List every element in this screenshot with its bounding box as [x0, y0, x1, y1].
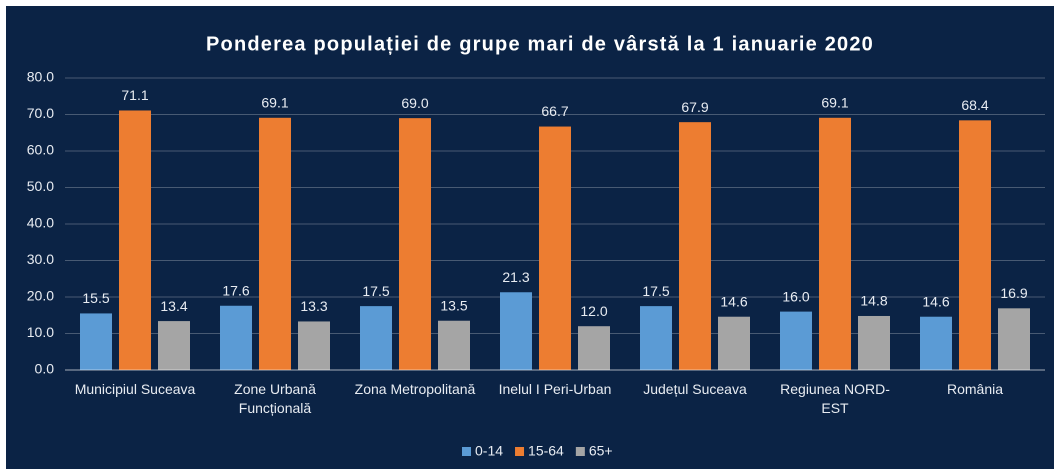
bar	[539, 126, 571, 370]
bar	[640, 306, 672, 370]
bar	[500, 292, 532, 370]
bar	[718, 316, 750, 370]
data-label: 17.5	[362, 283, 389, 299]
bar	[920, 316, 952, 370]
y-tick-label: 0.0	[35, 361, 55, 377]
data-label: 13.5	[440, 297, 467, 313]
x-tick-label: Inelul I Peri-Urban	[498, 381, 612, 397]
legend-label: 65+	[589, 443, 613, 459]
data-label: 14.8	[860, 293, 887, 309]
x-tick-label: România	[946, 381, 1004, 397]
y-tick-label: 80.0	[27, 69, 54, 85]
data-label: 17.5	[642, 283, 669, 299]
bar	[959, 120, 991, 370]
data-label: 68.4	[961, 97, 988, 113]
x-tick-label: Zone Urbană Funcțională	[234, 381, 316, 416]
bar	[119, 110, 151, 371]
bar	[80, 313, 112, 370]
bar	[298, 321, 330, 370]
x-tick-label: Zona Metropolitană	[354, 381, 476, 397]
legend-swatch	[575, 447, 585, 456]
bar	[220, 305, 252, 370]
bar	[399, 118, 431, 371]
x-tick-label: Municipiul Suceava	[74, 381, 196, 397]
y-tick-label: 10.0	[27, 324, 54, 340]
data-label: 13.3	[300, 298, 327, 314]
legend-swatch	[515, 447, 525, 456]
chart-background	[6, 6, 1054, 469]
y-tick-label: 50.0	[27, 178, 54, 194]
data-label: 69.0	[401, 95, 428, 111]
data-label: 66.7	[541, 103, 568, 119]
bar	[259, 117, 291, 370]
legend-label: 15-64	[528, 443, 564, 459]
data-label: 69.1	[261, 94, 288, 110]
y-tick-label: 40.0	[27, 215, 54, 231]
data-label: 21.3	[502, 269, 529, 285]
data-label: 71.1	[121, 87, 148, 103]
data-label: 14.6	[720, 293, 747, 309]
data-label: 15.5	[82, 290, 109, 306]
y-tick-label: 20.0	[27, 288, 54, 304]
bar	[578, 326, 610, 370]
legend-swatch	[462, 447, 471, 456]
y-tick-label: 70.0	[27, 105, 54, 121]
x-tick-label: Regiunea NORD-EST	[780, 381, 890, 416]
y-tick-label: 30.0	[27, 251, 54, 267]
bar	[780, 311, 812, 370]
data-label: 16.9	[1000, 285, 1027, 301]
bar	[679, 122, 711, 370]
bar	[998, 308, 1030, 370]
bar	[360, 306, 392, 370]
data-label: 17.6	[222, 282, 249, 298]
data-label: 12.0	[580, 303, 607, 319]
data-label: 13.4	[160, 298, 187, 314]
legend-label: 0-14	[475, 443, 503, 459]
data-label: 14.6	[922, 293, 949, 309]
x-tick-label: Județul Suceava	[643, 381, 747, 397]
data-label: 16.0	[782, 288, 809, 304]
bar	[438, 320, 470, 370]
bar	[858, 315, 890, 370]
bar	[819, 117, 851, 370]
chart-title: Ponderea populației de grupe mari de vâr…	[206, 33, 874, 55]
data-label: 67.9	[681, 99, 708, 115]
y-tick-label: 60.0	[27, 142, 54, 158]
data-label: 69.1	[821, 94, 848, 110]
bar	[158, 321, 190, 370]
